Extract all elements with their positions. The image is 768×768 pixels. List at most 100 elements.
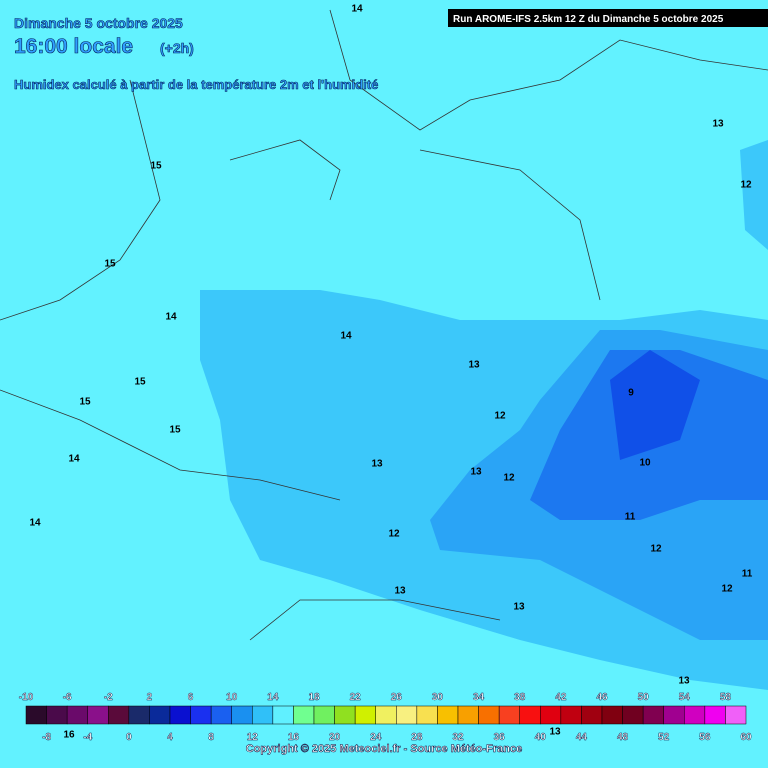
contour-label: 14: [165, 312, 177, 323]
contour-label: 15: [134, 377, 146, 388]
legend-label: 22: [350, 692, 362, 703]
legend-label: 2: [147, 692, 153, 703]
legend-cell: [540, 705, 562, 725]
legend-cell: [66, 705, 88, 725]
legend-cell: [581, 705, 603, 725]
legend-cell: [498, 705, 520, 725]
copyright: Copyright © 2025 Meteociel.fr - Source M…: [246, 743, 522, 755]
contour-label: 12: [650, 544, 662, 555]
legend-label: -2: [104, 692, 113, 703]
legend-cell: [313, 705, 335, 725]
contour-label: 13: [712, 119, 724, 130]
contour-label: 12: [388, 529, 400, 540]
legend-cell: [252, 705, 274, 725]
borders: [0, 9, 768, 641]
legend-cell: [190, 705, 212, 725]
legend-label: 12: [247, 732, 259, 743]
legend-label: 46: [596, 692, 608, 703]
legend-label: 44: [576, 732, 588, 743]
legend-label: -6: [63, 692, 72, 703]
legend-label: 24: [370, 732, 382, 743]
legend-label: 50: [638, 692, 650, 703]
legend-label: 18: [308, 692, 320, 703]
legend-cell: [457, 705, 479, 725]
legend-label: 10: [226, 692, 238, 703]
legend-cell: [396, 705, 418, 725]
legend-label: 38: [514, 692, 526, 703]
run-box: [448, 9, 768, 27]
legend-cell: [210, 705, 232, 725]
legend-cell: [704, 705, 726, 725]
legend-cell: [663, 705, 685, 725]
legend-label: 58: [720, 692, 732, 703]
contour-label: 14: [340, 331, 352, 342]
contour-label: 12: [721, 584, 733, 595]
contour-label: 13: [678, 676, 690, 687]
legend-cell: [622, 705, 644, 725]
contour-label: 14: [68, 454, 80, 465]
legend-label: 36: [494, 732, 506, 743]
legend-label: 60: [740, 732, 752, 743]
legend-label: 8: [208, 732, 214, 743]
legend-label: 26: [391, 692, 403, 703]
contour-label: 15: [79, 397, 91, 408]
contour-label: 13: [371, 459, 383, 470]
legend-cell: [231, 705, 253, 725]
legend-cell: [416, 705, 438, 725]
legend-label: -10: [19, 692, 34, 703]
humidex-zone-10: [610, 350, 700, 460]
contour-label: 16: [63, 730, 75, 741]
legend-cell: [128, 705, 150, 725]
legend-label: 34: [473, 692, 485, 703]
legend-cell: [169, 705, 191, 725]
legend-cell: [642, 705, 664, 725]
date: Dimanche 5 octobre 2025: [14, 15, 183, 31]
legend-label: 14: [267, 692, 279, 703]
legend-cell: [725, 705, 747, 725]
legend-label: -8: [42, 732, 51, 743]
legend-label: 48: [617, 732, 629, 743]
legend-cell: [437, 705, 459, 725]
legend-cell: [334, 705, 356, 725]
contour-label: 9: [628, 388, 634, 399]
legend-cell: [293, 705, 315, 725]
contour-label: 11: [742, 569, 753, 580]
legend-label: 54: [679, 692, 691, 703]
legend-cell: [108, 705, 130, 725]
legend-cell: [87, 705, 109, 725]
legend-label: -4: [83, 732, 92, 743]
legend-cell: [560, 705, 582, 725]
contour-label: 11: [625, 512, 636, 523]
contour-label: 15: [169, 425, 181, 436]
time-offset: (+2h): [160, 40, 194, 56]
description: Humidex calculé à partir de la températu…: [14, 77, 378, 92]
contour-label: 13: [549, 727, 561, 738]
legend-cell: [354, 705, 376, 725]
legend-cell: [149, 705, 171, 725]
run-info: Run AROME-IFS 2.5km 12 Z du Dimanche 5 o…: [453, 14, 724, 25]
legend-label: 40: [535, 732, 547, 743]
contour-label: 14: [351, 4, 363, 15]
contour-label: 13: [470, 467, 482, 478]
legend-label: 56: [699, 732, 711, 743]
contour-label: 12: [494, 411, 506, 422]
contour-label: 15: [150, 161, 162, 172]
legend-cell: [272, 705, 294, 725]
contour-label: 15: [104, 259, 116, 270]
legend-label: 16: [288, 732, 300, 743]
legend-label: 32: [452, 732, 464, 743]
legend-cell: [478, 705, 500, 725]
legend-cell: [25, 705, 47, 725]
contour-label: 14: [29, 518, 41, 529]
legend-cell: [519, 705, 541, 725]
legend-label: 52: [658, 732, 670, 743]
legend-label: 6: [188, 692, 194, 703]
legend-label: 30: [432, 692, 444, 703]
contour-label: 13: [394, 586, 406, 597]
legend-cell: [375, 705, 397, 725]
local-time: 16:00 locale: [14, 35, 133, 58]
legend-cell: [684, 705, 706, 725]
contour-label: 12: [503, 473, 515, 484]
legend-label: 0: [126, 732, 132, 743]
